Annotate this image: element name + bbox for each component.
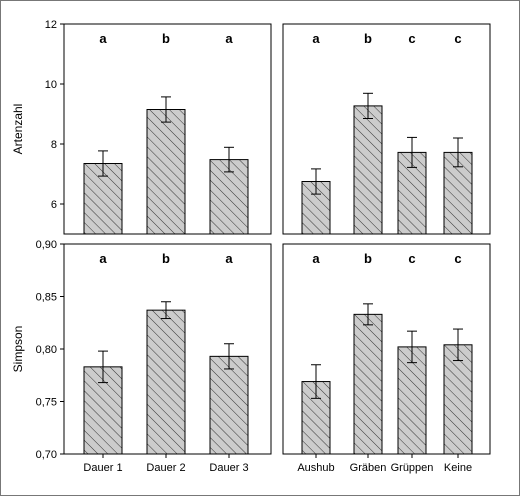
bar: [443, 344, 473, 455]
significance-letter: a: [225, 31, 233, 46]
category-label: Dauer 2: [146, 462, 185, 474]
panel-bottom-right: a Aushub b Gräben c Grüppen c Keine: [282, 243, 491, 474]
y-tick-label: 8: [51, 139, 57, 151]
significance-letter: b: [364, 31, 372, 46]
significance-letter: b: [162, 31, 170, 46]
y-tick-label: 10: [45, 79, 57, 91]
significance-letter: a: [312, 251, 320, 266]
significance-letter: a: [312, 31, 320, 46]
bar: [397, 346, 427, 455]
category-label: Dauer 1: [83, 462, 122, 474]
significance-letter: a: [225, 251, 233, 266]
y-tick-label: 0,75: [36, 397, 57, 409]
bar: [353, 313, 383, 455]
bar: [353, 105, 383, 235]
bar: [146, 309, 186, 455]
panel-bottom-left: 0,70 0,75 0,80 0,85 0,90 Simpson a Dauer 1 b Daue…: [11, 239, 272, 474]
significance-letter: b: [364, 251, 372, 266]
significance-letter: b: [162, 251, 170, 266]
category-label: Grüppen: [391, 462, 434, 474]
bar: [209, 355, 249, 455]
significance-letter: c: [454, 31, 461, 46]
y-tick-label: 0,80: [36, 344, 57, 356]
significance-letter: c: [408, 31, 415, 46]
y-tick-label: 0,70: [36, 449, 57, 461]
bar: [146, 109, 186, 235]
category-label: Dauer 3: [209, 462, 248, 474]
significance-letter: a: [99, 31, 107, 46]
y-tick-label: 6: [51, 199, 57, 211]
significance-letter: c: [408, 251, 415, 266]
y-tick-label: 0,85: [36, 292, 57, 304]
category-label: Keine: [444, 462, 472, 474]
panel-top-left: 6 8 10 12 Artenzahl a b a: [11, 19, 272, 235]
significance-letter: a: [99, 251, 107, 266]
panel-frame: [282, 243, 491, 455]
y-tick-label: 12: [45, 19, 57, 31]
panel-frame: [282, 23, 491, 235]
category-label: Gräben: [350, 462, 387, 474]
y-axis-label: Simpson: [11, 326, 25, 373]
y-axis-label: Artenzahl: [11, 104, 25, 155]
category-label: Aushub: [297, 462, 334, 474]
y-tick-label: 0,90: [36, 239, 57, 251]
significance-letter: c: [454, 251, 461, 266]
